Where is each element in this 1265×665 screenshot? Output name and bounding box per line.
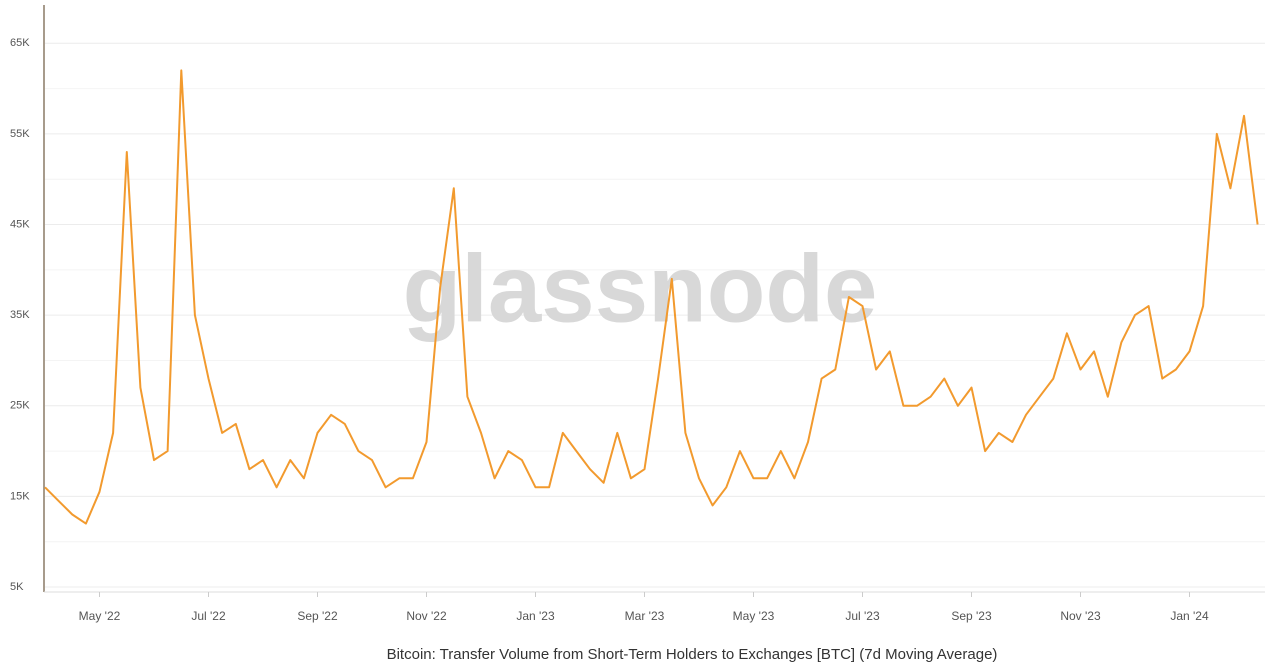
y-tick-label: 65K: [10, 37, 30, 49]
y-tick-label: 45K: [10, 218, 30, 230]
y-tick-label: 35K: [10, 309, 30, 321]
x-tick-label: Jul '23: [845, 609, 880, 623]
x-tick-label: Jul '22: [191, 609, 226, 623]
y-tick-label: 55K: [10, 128, 30, 140]
x-tick-label: Nov '22: [406, 609, 447, 623]
watermark: glassnode: [403, 235, 878, 342]
x-tick-label: Jan '23: [516, 609, 555, 623]
x-tick-label: Mar '23: [625, 609, 665, 623]
y-tick-label: 25K: [10, 400, 30, 412]
y-tick-label: 5K: [10, 581, 24, 593]
data-line: [44, 69, 1259, 525]
x-tick-label: Sep '22: [297, 609, 338, 623]
x-tick-label: May '23: [733, 609, 775, 623]
x-tick-label: Nov '23: [1060, 609, 1101, 623]
x-tick-label: Jan '24: [1170, 609, 1209, 623]
x-tick-label: Sep '23: [951, 609, 992, 623]
grid: [45, 42, 1265, 588]
y-tick-label: 15K: [10, 490, 30, 502]
chart-title: Bitcoin: Transfer Volume from Short-Term…: [387, 646, 998, 663]
x-tick-label: May '22: [79, 609, 121, 623]
